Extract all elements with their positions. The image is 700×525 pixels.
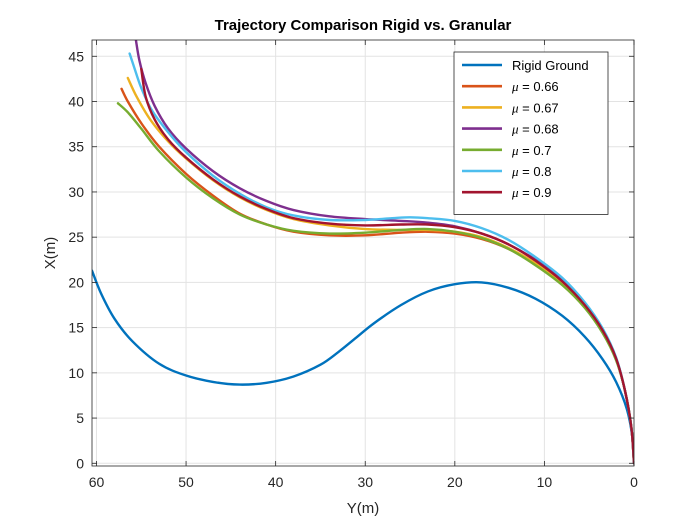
chart-title: Trajectory Comparison Rigid vs. Granular xyxy=(215,17,512,34)
legend-entry-3: μ = 0.68 xyxy=(511,122,559,137)
y-axis-label: X(m) xyxy=(42,237,59,270)
legend-mu-symbol: μ xyxy=(511,185,519,200)
legend-entry-1: μ = 0.66 xyxy=(511,79,559,94)
series-line-4 xyxy=(116,102,634,465)
plot-frame xyxy=(91,39,635,467)
y-tick-label: 40 xyxy=(68,94,84,110)
y-tick-label: 15 xyxy=(68,320,84,336)
legend-label: = 0.9 xyxy=(519,185,552,200)
x-tick-label: 0 xyxy=(630,474,638,490)
x-tick-label: 10 xyxy=(537,474,553,490)
y-tick-label: 20 xyxy=(68,274,84,290)
x-tick-label: 40 xyxy=(268,474,284,490)
legend-mu-symbol: μ xyxy=(511,79,519,94)
legend-label: = 0.68 xyxy=(519,122,559,137)
legend-label: Rigid Ground xyxy=(512,58,589,73)
legend-box xyxy=(453,51,609,215)
legend-entry-2: μ = 0.67 xyxy=(511,100,559,115)
series-layer xyxy=(92,40,634,465)
y-tick-label: 0 xyxy=(76,455,84,471)
axis-ticks: 60 50 40 30 20 10 0 0 5 10 15 20 25 30 35 40 45 xyxy=(68,40,638,490)
legend-label: = 0.67 xyxy=(519,100,559,115)
x-tick-label: 30 xyxy=(357,474,373,490)
y-tick-label: 35 xyxy=(68,139,84,155)
series-line-0 xyxy=(92,269,634,465)
legend-label: = 0.66 xyxy=(519,79,559,94)
x-tick-label: 60 xyxy=(89,474,105,490)
legend-mu-symbol: μ xyxy=(511,100,519,115)
y-tick-label: 30 xyxy=(68,184,84,200)
x-axis-label: Y(m) xyxy=(347,500,380,517)
legend-entry-0: Rigid Ground xyxy=(512,58,589,73)
legend-mu-symbol: μ xyxy=(511,122,519,137)
legend-mu-symbol: μ xyxy=(511,164,519,179)
y-tick-label: 10 xyxy=(68,365,84,381)
legend-label: = 0.7 xyxy=(519,143,552,158)
y-tick-label: 5 xyxy=(76,410,84,426)
x-tick-label: 20 xyxy=(447,474,463,490)
legend-label: = 0.8 xyxy=(519,164,552,179)
series-line-6 xyxy=(140,67,634,465)
legend-mu-symbol: μ xyxy=(511,143,519,158)
y-tick-label: 45 xyxy=(68,48,84,64)
y-tick-label: 25 xyxy=(68,229,84,245)
legend-entry-6: μ = 0.9 xyxy=(511,185,551,200)
legend-entry-5: μ = 0.8 xyxy=(511,164,551,179)
x-tick-label: 50 xyxy=(178,474,194,490)
legend-entry-4: μ = 0.7 xyxy=(511,143,551,158)
